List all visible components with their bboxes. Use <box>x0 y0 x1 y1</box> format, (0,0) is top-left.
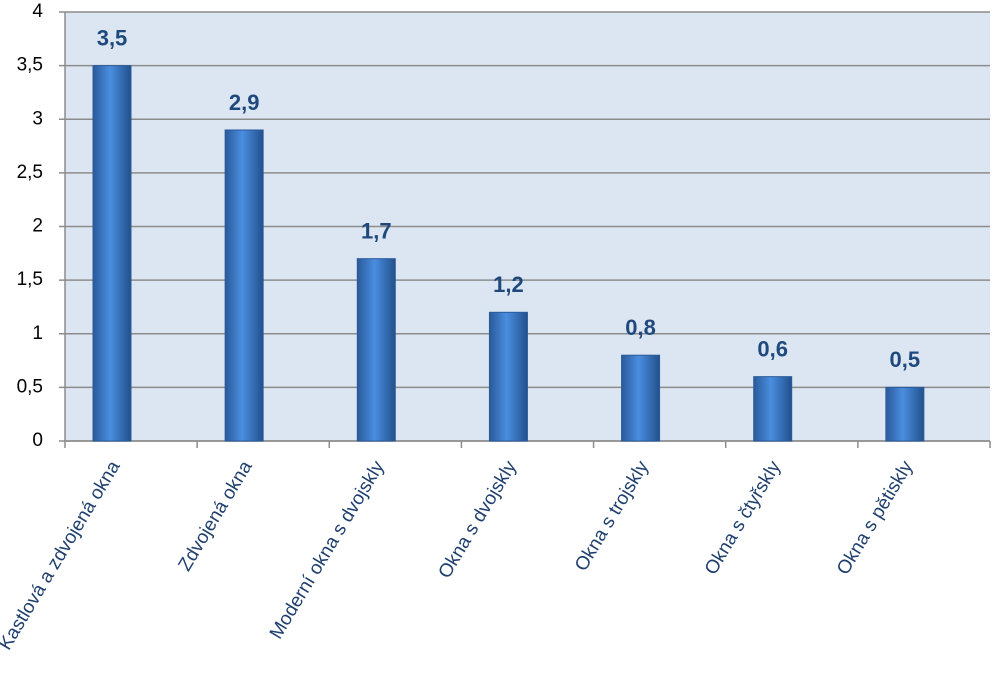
bar <box>488 311 528 442</box>
y-tick-label: 3 <box>32 108 43 129</box>
bar <box>224 129 264 442</box>
value-label: 3,5 <box>97 25 128 50</box>
value-label: 0,8 <box>625 315 656 340</box>
bar <box>753 376 793 442</box>
value-label: 1,7 <box>361 218 392 243</box>
y-tick-label: 2 <box>32 216 43 237</box>
y-tick-label: 1,5 <box>17 269 43 290</box>
y-tick-label: 0,5 <box>17 376 43 397</box>
value-label: 1,2 <box>493 272 524 297</box>
x-tick-label: Kastlová a zdvojená okna <box>0 457 125 654</box>
value-label: 0,5 <box>890 347 921 372</box>
x-tick-label: Moderní okna s dvojskly <box>266 457 389 643</box>
x-tick-label: Okna s pětiskly <box>833 457 918 579</box>
bar <box>356 258 396 442</box>
x-tick-label: Zdvojená okna <box>175 457 257 575</box>
x-tick-label: Okna s trojskly <box>571 457 653 575</box>
y-tick-label: 0 <box>32 430 43 451</box>
y-tick-label: 3,5 <box>17 55 43 76</box>
bar <box>621 354 661 442</box>
y-tick-label: 2,5 <box>17 162 43 183</box>
y-tick-label: 1 <box>32 323 43 344</box>
value-label: 0,6 <box>757 336 788 361</box>
x-tick-label: Okna s čtyřskly <box>701 457 786 579</box>
bar <box>885 386 925 442</box>
bar <box>92 65 132 442</box>
x-tick-label: Okna s dvojskly <box>434 457 521 582</box>
y-tick-label: 4 <box>32 1 43 22</box>
value-label: 2,9 <box>229 90 260 115</box>
